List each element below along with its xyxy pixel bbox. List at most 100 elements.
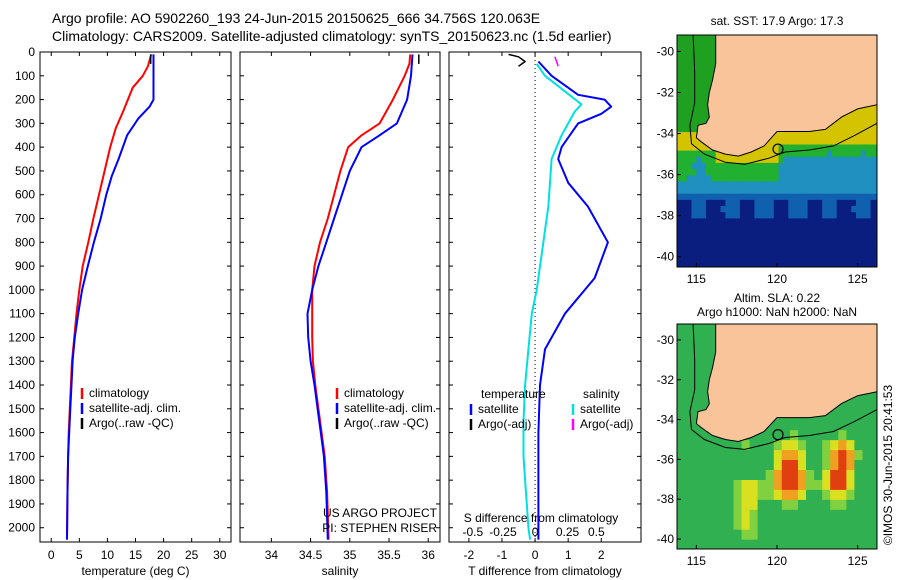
sla-map-cell [862, 479, 872, 490]
sst-map-cell [856, 248, 862, 256]
sst-map-cell [788, 199, 794, 206]
sst-map-cell [720, 193, 726, 200]
sst-map-cell [686, 143, 693, 151]
sst-map-cell [822, 199, 828, 206]
sst-map-cell [759, 260, 765, 267]
sla-map-cell [870, 449, 877, 460]
sst-map-cell [860, 205, 867, 213]
depth-tick-label: 200 [15, 93, 35, 107]
sst-map-cell [870, 260, 876, 267]
sla-map-cell [781, 529, 791, 540]
sst-map-cell [870, 230, 876, 237]
sst-map-cell [798, 254, 804, 262]
sst-map-cell [856, 137, 862, 145]
sst-map-cell [735, 168, 741, 176]
sst-map-cell [701, 193, 707, 200]
sst-map-cell [831, 174, 838, 182]
sst-map-cell [681, 174, 688, 182]
sst-map-cell [773, 131, 780, 139]
sst-map-cell [778, 254, 784, 262]
sst-map-cell [706, 45, 712, 53]
sla-map-cell [773, 489, 783, 500]
sst-map-cell [817, 260, 823, 267]
sst-map-ytick-label: -32 [657, 85, 675, 99]
sst-map-cell [725, 223, 731, 231]
sst-map-cell [720, 254, 726, 262]
sst-map-cell [701, 119, 707, 126]
sst-map-cell [798, 162, 804, 170]
sst-map-cell [802, 131, 809, 139]
sla-map-cell [677, 359, 686, 371]
sst-map-cell [691, 193, 697, 200]
sst-map-cell [686, 94, 693, 102]
sla-map-cell [854, 539, 864, 549]
sst-map-cell [710, 39, 717, 46]
sla-map-cell [789, 459, 799, 470]
sst-map-cell [846, 131, 852, 139]
sst-map-cell [865, 199, 872, 206]
sst-map-cell [798, 168, 804, 176]
pi-credit-label: PI: STEPHEN RISER [322, 521, 437, 535]
sla-map-cell [862, 539, 872, 549]
depth-tick-label: 600 [15, 188, 35, 202]
sla-map-cell [846, 429, 856, 441]
sla-map-cell [781, 539, 791, 549]
sla-map-cell [701, 459, 710, 470]
sst-map-cell [677, 150, 683, 157]
sst-map-cell [677, 211, 683, 219]
sst-map-cell [793, 211, 799, 219]
sst-map-cell [860, 230, 867, 237]
sla-map-cell [701, 330, 710, 341]
sst-map-cell [749, 217, 755, 225]
sst-map-cell [720, 260, 726, 267]
sla-map-cell [838, 499, 847, 510]
sla-map-cell [862, 449, 872, 460]
sst-map-cell [841, 242, 847, 250]
sst-map-cell [793, 254, 799, 262]
sla-map-cell [789, 469, 799, 480]
sst-map-cell [701, 100, 707, 108]
sst-map-cell [715, 168, 722, 176]
difference-xtick-label: -1 [497, 548, 508, 562]
sst-map-cell [677, 156, 683, 163]
sst-map-cell [865, 217, 872, 225]
sla-map-cell [685, 519, 694, 530]
sst-map-cell [739, 168, 746, 176]
sst-map-cell [822, 162, 828, 170]
sst-map-land [695, 35, 877, 157]
sst-map-cell [783, 260, 789, 267]
sst-map-cell [730, 211, 736, 219]
sst-map-cell [831, 162, 838, 170]
sst-map-cell [822, 168, 828, 176]
sst-map-cell [739, 248, 746, 256]
sla-map-cell [773, 449, 783, 460]
sla-map-cell [830, 429, 839, 441]
sla-map-cell [773, 539, 783, 549]
sst-map-cell [865, 162, 872, 170]
sst-map-cell [773, 223, 780, 231]
sst-map-cell [798, 180, 804, 188]
sla-map-cell [677, 459, 686, 470]
sla-map-cell [781, 519, 791, 530]
sst-map-cell [730, 217, 736, 225]
sst-map-cell [720, 242, 726, 250]
sst-map-cell [691, 217, 697, 225]
sst-map-cell [788, 180, 794, 188]
sst-map-cell [783, 211, 789, 219]
sst-map-cell [691, 180, 697, 188]
sst-map-cell [710, 180, 717, 188]
sst-map-cell [773, 205, 780, 213]
salinity-xtick-label: 34.5 [299, 548, 323, 562]
sst-map-cell [681, 217, 688, 225]
sla-map-cell [693, 389, 702, 401]
sst-map-cell [798, 150, 804, 157]
sla-map-cell [806, 479, 815, 490]
sst-map-cell [860, 217, 867, 225]
sst-map-cell [822, 248, 828, 256]
sla-map-cell [709, 449, 718, 460]
sst-map-cell [860, 236, 867, 243]
sst-map-cell [720, 156, 726, 163]
sla-map-cell [838, 529, 847, 540]
sla-map-cell [806, 449, 815, 460]
sst-map-cell [730, 174, 736, 182]
